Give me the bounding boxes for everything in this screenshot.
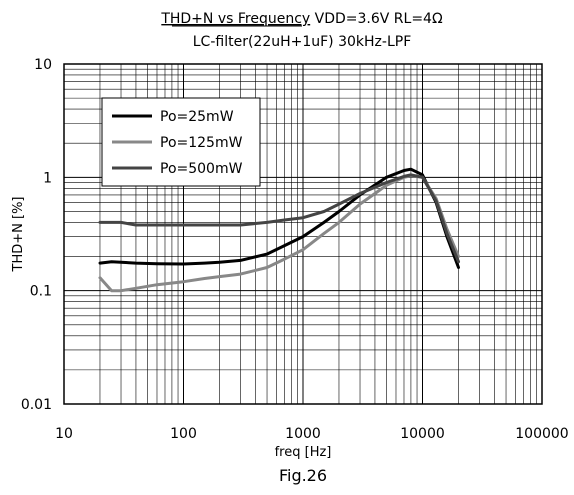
chart-title: THD+N vs Frequency VDD=3.6V RL=4Ω (160, 11, 443, 27)
x-tick-label: 100 (170, 426, 197, 442)
x-tick-label: 100000 (515, 426, 568, 442)
legend-label: Po=25mW (160, 109, 234, 125)
series-lines (98, 167, 460, 293)
series-line-3 (98, 173, 460, 264)
legend: Po=25mW Po=125mW Po=500mW (101, 97, 261, 187)
y-axis-label: THD+N [%] (11, 197, 26, 273)
plot-area-border (63, 63, 543, 405)
x-axis-label: freq [Hz] (275, 445, 332, 460)
x-tick-labels: 10 100 1000 10000 100000 (55, 426, 569, 442)
chart-title-rest: VDD=3.6V RL=4Ω (310, 11, 443, 27)
x-tick-label: 10 (55, 426, 73, 442)
y-tick-labels: 0.01 0.1 1 10 (21, 57, 52, 413)
chart-subtitle: LC-filter(22uH+1uF) 30kHz-LPF (193, 34, 412, 50)
legend-label: Po=125mW (160, 135, 243, 151)
y-tick-label: 10 (34, 57, 52, 73)
series-line-1 (98, 167, 460, 269)
x-tick-label: 1000 (285, 426, 321, 442)
x-tick-label: 10000 (400, 426, 445, 442)
y-tick-label: 1 (43, 170, 52, 186)
y-tick-label: 0.1 (30, 284, 52, 300)
legend-label: Po=500mW (160, 161, 243, 177)
chart-title-underlined: THD+N vs Frequency (160, 11, 310, 27)
figure-caption: Fig.26 (279, 466, 327, 485)
y-tick-label: 0.01 (21, 397, 52, 413)
